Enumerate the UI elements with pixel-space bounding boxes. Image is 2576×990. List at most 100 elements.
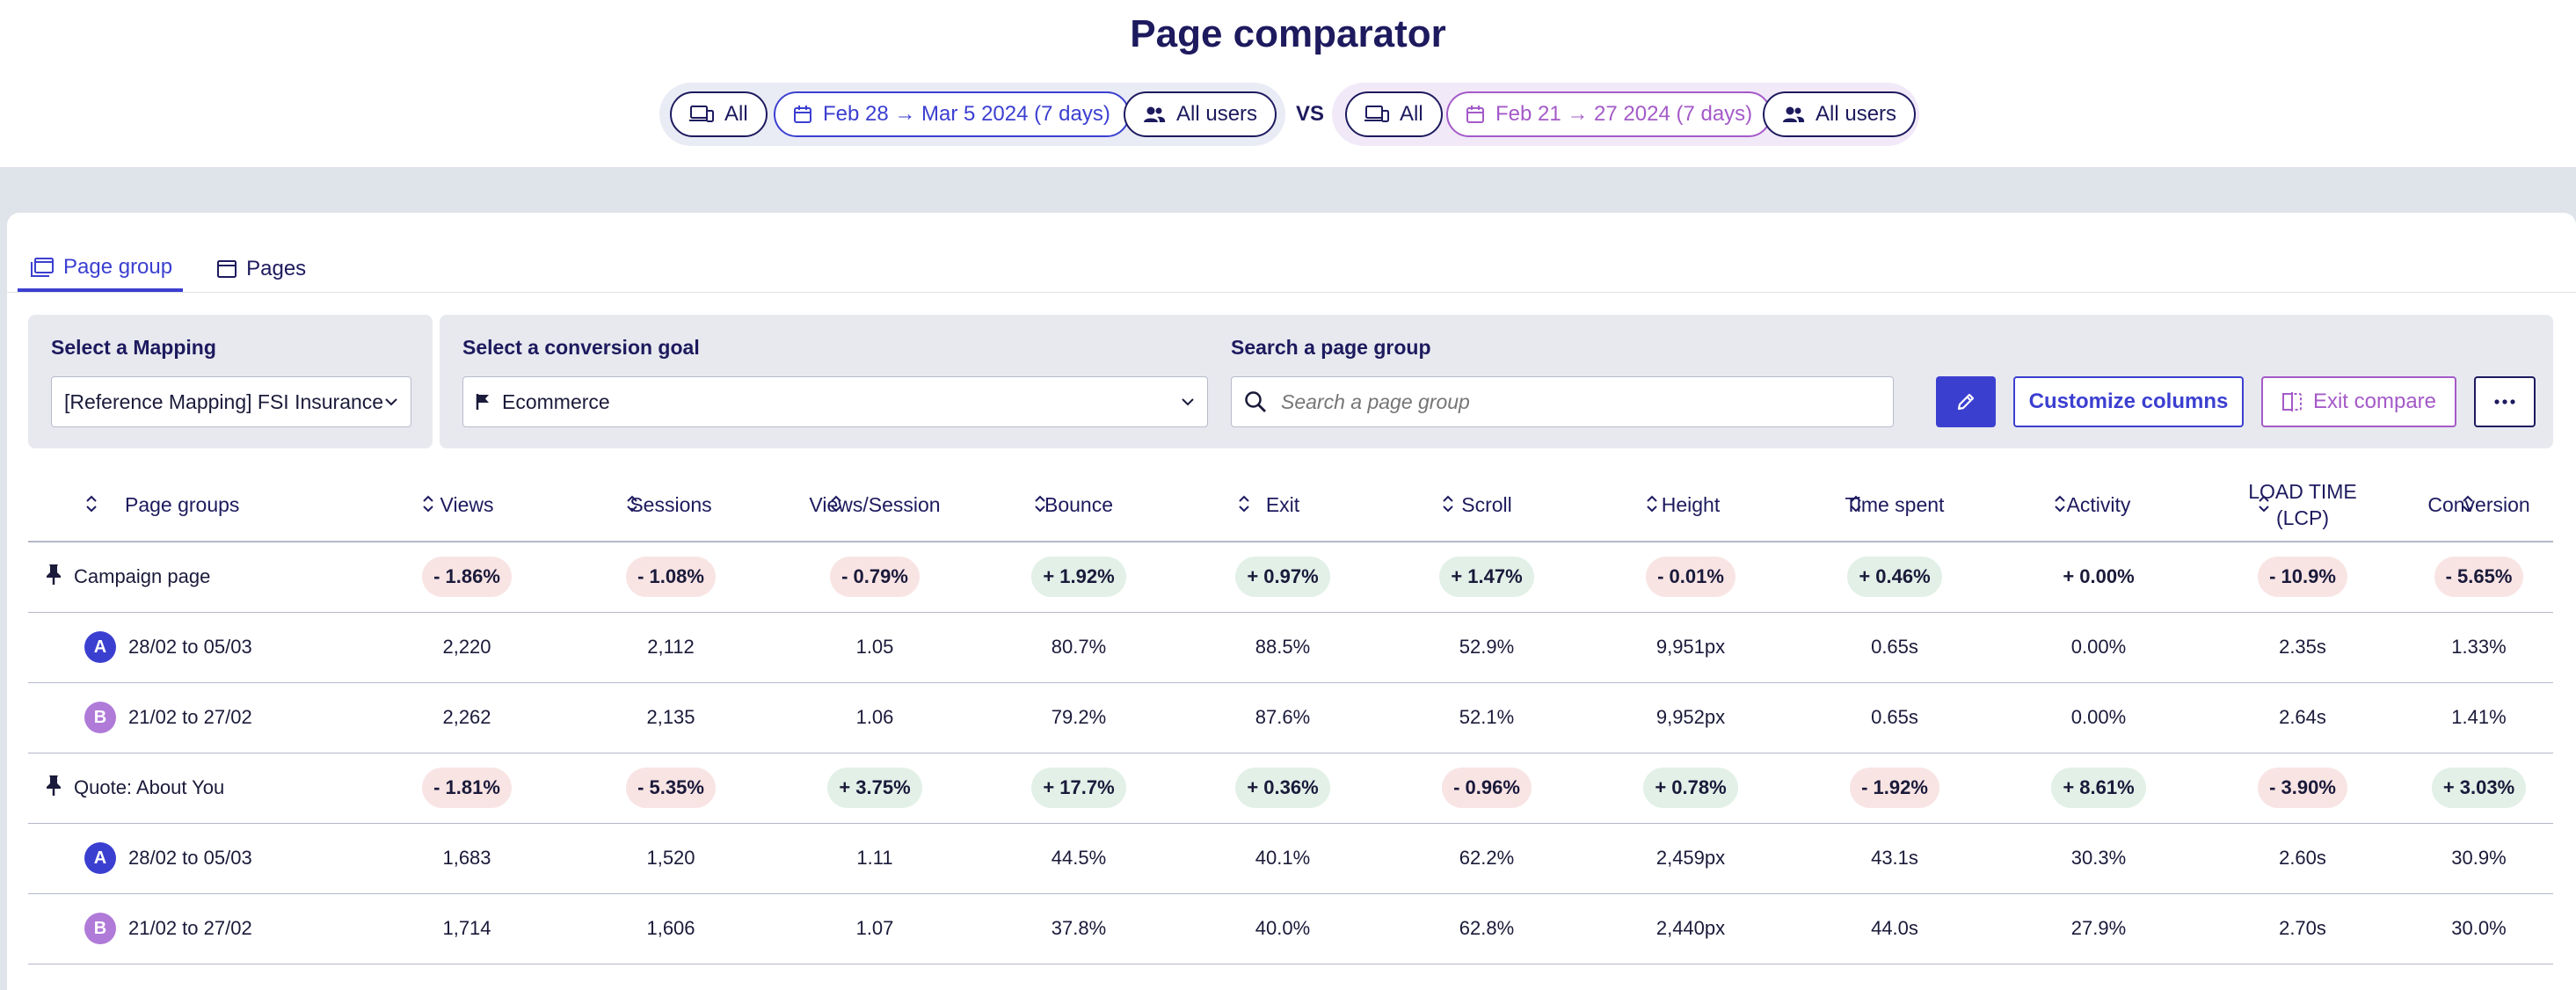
- period-name-cell: A 28/02 to 05/03: [28, 823, 365, 894]
- sort-icon[interactable]: [423, 494, 433, 519]
- delta-cell: - 5.65%: [2405, 542, 2553, 613]
- metric-cell: 2,262: [365, 682, 569, 753]
- period-name-cell: B 21/02 to 27/02: [28, 893, 365, 965]
- segment-filter-a[interactable]: All users: [1124, 91, 1277, 137]
- compare-bar: All Feb 28 → Mar 5 2024 (7 days) All use…: [0, 83, 2576, 146]
- devices-icon: [1364, 106, 1389, 122]
- metric-cell: 0.65s: [1793, 612, 1997, 683]
- column-header-scroll[interactable]: Scroll: [1385, 468, 1589, 542]
- delta-badge: - 0.96%: [1442, 768, 1532, 808]
- delta-cell: + 1.92%: [977, 542, 1181, 613]
- filter-bar: Select a Mapping [Reference Mapping] FSI…: [28, 315, 2553, 448]
- metric-cell: 2,459px: [1589, 823, 1793, 894]
- flag-icon: [476, 394, 489, 410]
- column-header-views-session[interactable]: Views/Session: [773, 468, 977, 542]
- delta-cell: + 17.7%: [977, 753, 1181, 824]
- tab-pages-label: Pages: [246, 257, 307, 280]
- delta-badge: - 0.01%: [1646, 557, 1736, 598]
- sort-icon[interactable]: [1035, 494, 1045, 519]
- pin-icon[interactable]: [46, 774, 62, 802]
- metric-cell: 0.00%: [1997, 682, 2201, 753]
- column-header-load-time-lcp[interactable]: LOAD TIME (LCP): [2201, 468, 2405, 542]
- column-header-sessions[interactable]: Sessions: [569, 468, 773, 542]
- group-name-cell: Campaign page: [28, 542, 365, 613]
- column-header-label: Sessions: [629, 492, 712, 516]
- metric-cell: 1,606: [569, 893, 773, 965]
- tab-pages[interactable]: Pages: [204, 246, 317, 292]
- date-range-a[interactable]: Feb 28 → Mar 5 2024 (7 days): [774, 91, 1130, 137]
- delta-badge: - 1.81%: [422, 768, 512, 808]
- mapping-filter: Select a Mapping [Reference Mapping] FSI…: [28, 315, 433, 448]
- delta-badge: + 0.46%: [1847, 557, 1942, 598]
- sort-icon[interactable]: [86, 494, 97, 519]
- metric-cell: 2.64s: [2201, 682, 2405, 753]
- delta-cell: - 1.92%: [1793, 753, 1997, 824]
- metric-cell: 80.7%: [977, 612, 1181, 683]
- date-range-b[interactable]: Feb 21 → 27 2024 (7 days): [1446, 91, 1772, 137]
- period-badge: B: [84, 702, 116, 733]
- metric-cell: 40.1%: [1181, 823, 1385, 894]
- metric-cell: 30.3%: [1997, 823, 2201, 894]
- mapping-label: Select a Mapping: [51, 336, 216, 359]
- period-label: 21/02 to 27/02: [128, 917, 252, 939]
- sort-icon[interactable]: [2259, 494, 2269, 519]
- sort-icon[interactable]: [627, 494, 637, 519]
- sort-icon[interactable]: [2055, 494, 2065, 519]
- column-header-bounce[interactable]: Bounce: [977, 468, 1181, 542]
- sort-icon[interactable]: [2463, 494, 2473, 519]
- sort-icon[interactable]: [1851, 494, 1861, 519]
- column-header-label: Views: [440, 492, 494, 516]
- column-header-height[interactable]: Height: [1589, 468, 1793, 542]
- group-row[interactable]: Quote: About You - 1.81% - 5.35% + 3.75% + 1…: [28, 753, 2553, 824]
- metric-cell: 1.33%: [2405, 612, 2553, 683]
- segment-filter-b[interactable]: All users: [1763, 91, 1917, 137]
- edit-mapping-button[interactable]: [1936, 376, 1996, 427]
- column-header-label: Time spent: [1845, 492, 1945, 516]
- delta-badge: + 8.61%: [2051, 768, 2146, 808]
- sort-icon[interactable]: [831, 494, 841, 519]
- column-header-label: Page groups: [125, 492, 240, 516]
- group-name: Quote: About You: [74, 776, 225, 798]
- pin-icon[interactable]: [46, 563, 62, 591]
- period-row: B 21/02 to 27/02 2,262 2,135 1.06 79.2% 87.6% 5…: [28, 682, 2553, 753]
- delta-badge: + 0.78%: [1643, 768, 1738, 808]
- devices-icon: [689, 106, 714, 122]
- goal-select[interactable]: Ecommerce: [462, 376, 1208, 427]
- exit-compare-label: Exit compare: [2312, 389, 2437, 413]
- metric-cell: 1.05: [773, 612, 977, 683]
- vs-label: VS: [1296, 102, 1325, 126]
- customize-columns-button[interactable]: Customize columns: [2013, 376, 2244, 427]
- device-filter-b[interactable]: All: [1345, 91, 1443, 137]
- column-header-label: Conversion: [2427, 492, 2530, 516]
- delta-cell: - 0.96%: [1385, 753, 1589, 824]
- content-panel: Page group Pages Select a Mapping [Refer…: [7, 213, 2576, 990]
- sort-icon[interactable]: [1239, 494, 1249, 519]
- device-filter-a-label: All: [724, 102, 748, 126]
- more-options-button[interactable]: [2474, 376, 2536, 427]
- chevron-down-icon: [385, 398, 397, 406]
- column-header-time-spent[interactable]: Time spent: [1793, 468, 1997, 542]
- search-input[interactable]: [1281, 389, 1881, 414]
- delta-badge: - 5.65%: [2434, 557, 2524, 598]
- metric-cell: 1,714: [365, 893, 569, 965]
- delta-badge: - 1.08%: [626, 557, 716, 598]
- mapping-select[interactable]: [Reference Mapping] FSI Insurance: [51, 376, 411, 427]
- column-header-page-groups[interactable]: Page groups: [28, 468, 365, 542]
- device-filter-a[interactable]: All: [670, 91, 768, 137]
- group-row[interactable]: Campaign page - 1.86% - 1.08% - 0.79% + 1.92…: [28, 542, 2553, 613]
- column-header-conversion[interactable]: Conversion: [2405, 468, 2553, 542]
- column-header-views[interactable]: Views: [365, 468, 569, 542]
- delta-badge: + 0.36%: [1235, 768, 1330, 808]
- exit-compare-button[interactable]: Exit compare: [2261, 376, 2456, 427]
- column-header-exit[interactable]: Exit: [1181, 468, 1385, 542]
- tab-page-group[interactable]: Page group: [18, 246, 184, 292]
- metric-cell: 1.06: [773, 682, 977, 753]
- sort-icon[interactable]: [1443, 494, 1453, 519]
- page-title: Page comparator: [1130, 12, 1446, 55]
- sort-icon[interactable]: [1647, 494, 1657, 519]
- column-header-activity[interactable]: Activity: [1997, 468, 2201, 542]
- metric-cell: 44.0s: [1793, 893, 1997, 965]
- period-badge: B: [84, 913, 116, 944]
- tab-page-group-label: Page group: [63, 255, 173, 279]
- period-name-cell: A 28/02 to 05/03: [28, 612, 365, 683]
